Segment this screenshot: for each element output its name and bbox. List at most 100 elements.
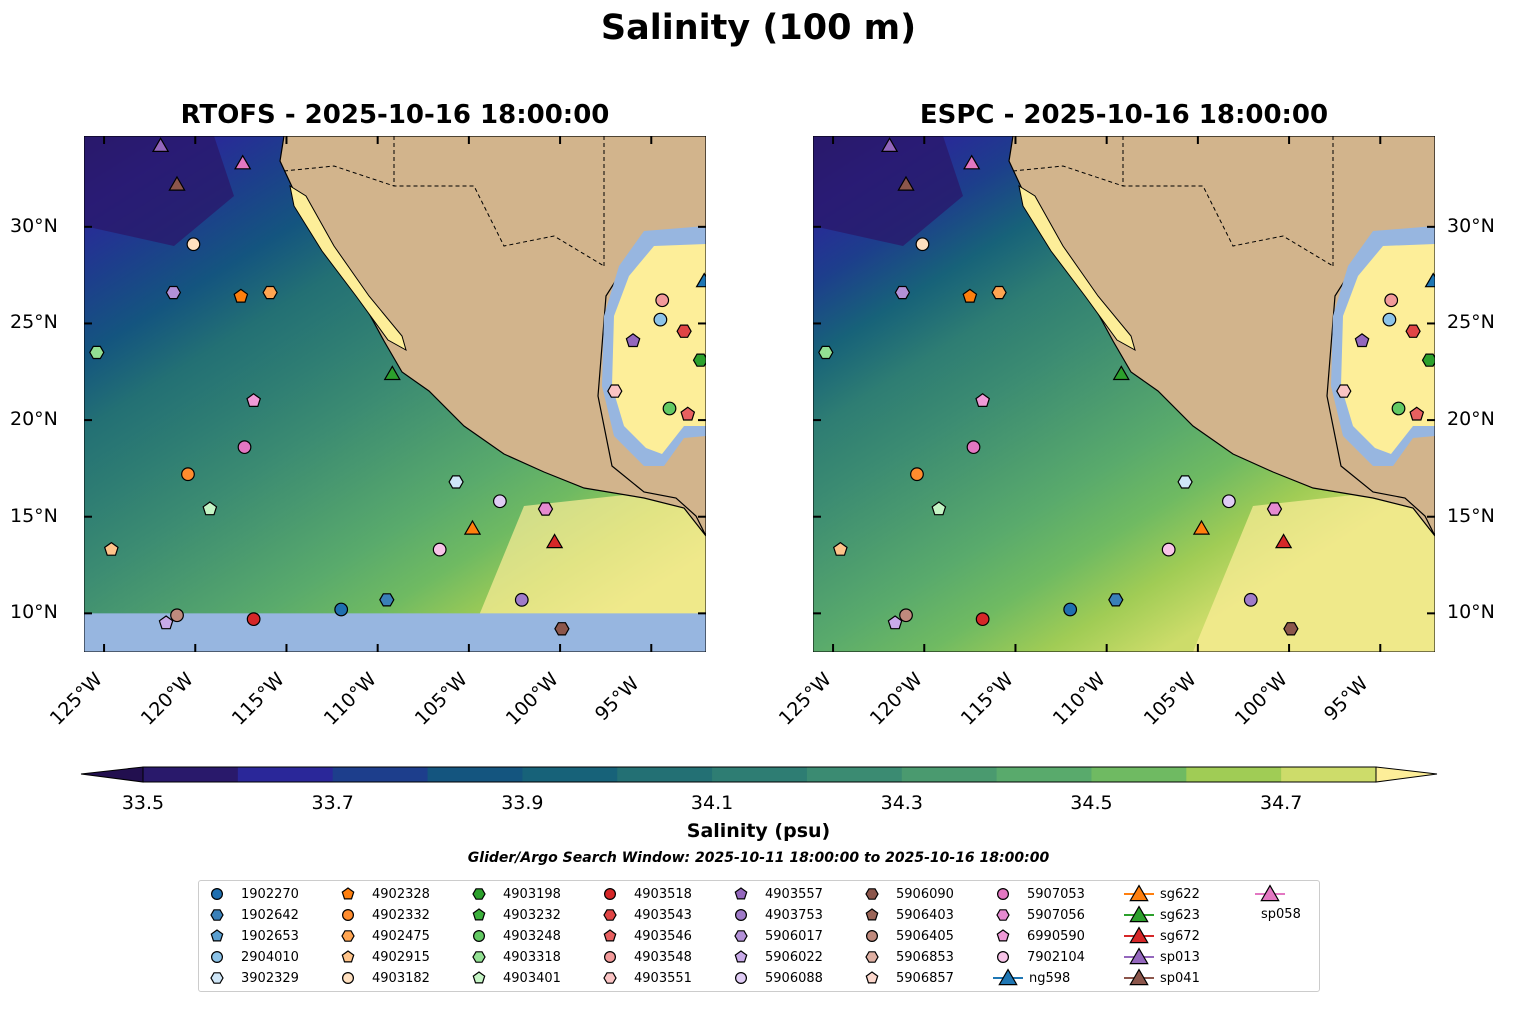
- marker-5906022: [734, 950, 748, 963]
- marker-4903551: [1336, 384, 1352, 398]
- marker-ng598: [695, 272, 706, 288]
- legend-item: sp041: [1124, 968, 1200, 988]
- marker-6990590: [996, 929, 1010, 942]
- marker-4903518: [246, 612, 261, 627]
- legend-label: 1902653: [241, 928, 299, 944]
- lon-tick-label: 100°W: [1230, 668, 1292, 730]
- marker-4902332: [910, 467, 924, 482]
- marker-1902270: [1063, 602, 1078, 617]
- marker-5906405: [865, 929, 879, 943]
- map-espc: [813, 136, 1435, 652]
- marker-5907056: [537, 502, 554, 516]
- marker-4903232: [472, 908, 486, 921]
- legend-item: 5906853: [862, 947, 954, 967]
- colorbar-segment: [1186, 767, 1282, 782]
- marker-5906088: [492, 494, 507, 509]
- marker-4903248: [662, 401, 677, 416]
- marker-5906090: [1283, 622, 1299, 636]
- marker-5906022: [887, 615, 903, 630]
- borders: [283, 136, 605, 267]
- legend-label: sp058: [1261, 906, 1301, 922]
- legend-item: 4903543: [600, 905, 692, 925]
- legend-item: 4903518: [600, 884, 692, 904]
- marker-4903318: [472, 951, 486, 963]
- marker-1902642: [210, 909, 224, 921]
- marker-4903401: [472, 971, 486, 984]
- legend-item: sg622: [1124, 884, 1200, 904]
- marker-4903182: [915, 237, 930, 252]
- marker-5906403: [865, 908, 879, 921]
- marker-4903248: [472, 929, 486, 943]
- marker-6990590: [975, 393, 991, 407]
- marker-4903401: [202, 501, 218, 516]
- marker-7902104: [1161, 542, 1176, 557]
- legend-item: 5906022: [731, 947, 823, 967]
- marker-1902642: [1108, 593, 1124, 607]
- marker-5906090: [554, 622, 570, 636]
- legend-item: 4903548: [600, 947, 692, 967]
- colorbar-segment: [901, 767, 998, 782]
- marker-4903401: [931, 501, 947, 516]
- legend-label: 4902332: [372, 907, 430, 923]
- legend-item: 1902653: [207, 926, 299, 946]
- legend-label: 4903543: [634, 907, 692, 923]
- marker-4902475: [341, 930, 355, 942]
- marker-sp058: [1260, 884, 1280, 902]
- marker-1902270: [334, 602, 349, 617]
- legend-item: 5906405: [862, 926, 954, 946]
- colorbar-segment: [806, 767, 903, 782]
- marker-sp058: [963, 154, 981, 170]
- legend-item: sp058: [1255, 884, 1319, 922]
- marker-4902332: [341, 908, 355, 922]
- marker-4902328: [341, 887, 355, 900]
- marker-4902915: [832, 541, 848, 556]
- lon-tick-label: 125°W: [45, 668, 107, 730]
- marker-4903557: [1354, 333, 1370, 348]
- marker-sg622: [1129, 884, 1149, 902]
- marker-ng598: [998, 968, 1018, 986]
- colorbar-segment: [617, 767, 713, 782]
- marker-4902475: [991, 285, 1007, 300]
- lon-tick-label: 120°W: [865, 668, 928, 730]
- legend-label: 4903248: [503, 928, 561, 944]
- marker-sg623: [1129, 905, 1149, 923]
- lon-tick-label: 120°W: [136, 668, 199, 730]
- marker-4903198: [1421, 353, 1435, 367]
- colorbar-segment: [522, 767, 618, 782]
- legend-label: 4903557: [765, 886, 823, 902]
- colorbar-tick-label: 33.7: [311, 792, 354, 814]
- marker-4903557: [734, 887, 748, 900]
- legend-item: 5906017: [731, 926, 823, 946]
- legend-item: 5907053: [993, 884, 1085, 904]
- lon-tick-label: 105°W: [410, 668, 472, 730]
- marker-5906857: [865, 971, 879, 984]
- colorbar-segment: [237, 767, 334, 782]
- legend-label: 4903318: [503, 949, 561, 965]
- marker-5906088: [1221, 494, 1236, 509]
- legend-label: sg623: [1160, 907, 1200, 923]
- legend-item: 3902329: [207, 968, 299, 988]
- legend-item: sg672: [1124, 926, 1200, 946]
- marker-5907056: [996, 909, 1010, 921]
- legend-label: 5906017: [765, 928, 823, 944]
- marker-4903753: [514, 592, 529, 607]
- legend-label: 5906088: [765, 970, 823, 986]
- marker-2904010: [210, 950, 224, 964]
- marker-4902328: [962, 288, 978, 303]
- legend-label: 5906857: [896, 970, 954, 986]
- marker-4903551: [603, 972, 617, 984]
- marker-2904010: [653, 312, 668, 327]
- marker-4903543: [1405, 324, 1421, 338]
- figure-title: Salinity (100 m): [600, 8, 917, 48]
- legend-label: 4903182: [372, 970, 430, 986]
- colorbar-tick-label: 34.3: [880, 792, 923, 814]
- marker-sp013: [880, 137, 899, 152]
- marker-4903543: [676, 324, 692, 338]
- high-salinity-region: [464, 486, 706, 652]
- marker-sg623: [1112, 365, 1130, 381]
- gulf-of-mexico: [612, 244, 706, 454]
- marker-4903546: [1409, 406, 1425, 421]
- marker-sp058: [234, 154, 252, 170]
- marker-5906405: [170, 608, 184, 623]
- marker-5906017: [165, 285, 182, 300]
